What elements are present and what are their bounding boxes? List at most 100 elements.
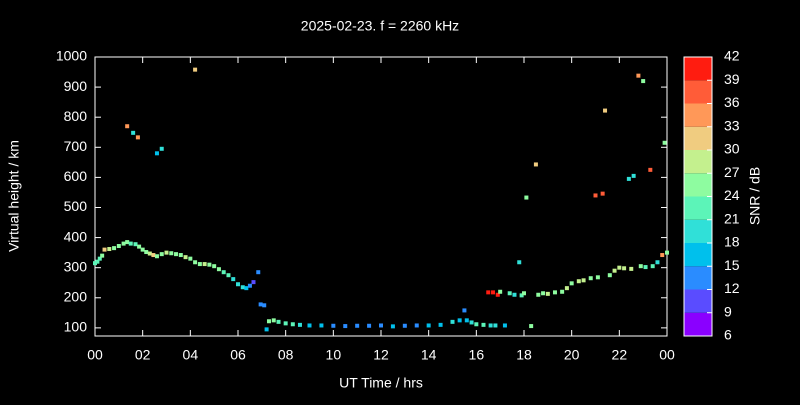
data-point: [638, 264, 643, 269]
data-point: [256, 270, 261, 275]
data-point: [469, 320, 474, 325]
colorbar-band: [684, 150, 712, 174]
colorbar-tick-label: 42: [724, 48, 740, 64]
data-point: [169, 251, 174, 256]
data-point: [144, 250, 149, 255]
colorbar-tick-label: 15: [724, 257, 740, 273]
data-point: [343, 324, 348, 329]
x-tick-label: 00: [659, 347, 675, 363]
data-point: [174, 252, 179, 257]
colorbar-band: [684, 80, 712, 104]
data-point: [297, 322, 302, 327]
colorbar-band: [684, 219, 712, 243]
data-point: [662, 140, 667, 145]
data-point: [193, 260, 198, 265]
data-point: [545, 291, 550, 296]
data-point: [593, 193, 598, 198]
data-point: [367, 323, 372, 328]
data-point: [665, 250, 669, 255]
colorbar-tick-label: 39: [724, 71, 740, 87]
data-point: [631, 173, 636, 178]
data-point: [307, 323, 312, 328]
x-tick-label: 00: [87, 347, 103, 363]
colorbar-band: [684, 266, 712, 290]
data-point: [493, 323, 498, 328]
x-tick-label: 06: [230, 347, 246, 363]
y-tick-label: 800: [64, 108, 88, 124]
data-point: [133, 242, 138, 247]
data-point: [600, 191, 605, 196]
y-tick-label: 600: [64, 168, 88, 184]
data-point: [529, 324, 534, 329]
data-point: [140, 247, 145, 252]
data-point: [251, 280, 256, 285]
data-point: [236, 282, 240, 287]
x-tick-label: 08: [278, 347, 294, 363]
data-point: [207, 262, 212, 267]
colorbar-label: SNR / dB: [747, 167, 763, 225]
data-point: [197, 262, 202, 267]
data-point: [131, 130, 136, 135]
x-tick-label: 16: [469, 347, 485, 363]
y-tick-label: 500: [64, 198, 88, 214]
y-tick-label: 200: [64, 288, 88, 304]
x-tick-label: 14: [421, 347, 437, 363]
colorbar-band: [684, 173, 712, 197]
data-point: [125, 124, 130, 129]
data-point: [244, 286, 249, 291]
data-point: [524, 195, 529, 200]
data-point: [629, 266, 634, 271]
data-point: [121, 241, 126, 246]
y-tick-label: 400: [64, 228, 88, 244]
data-point: [151, 253, 156, 258]
data-point: [276, 319, 281, 324]
data-point: [240, 285, 245, 290]
colorbar-tick-label: 6: [724, 327, 732, 343]
data-point: [93, 261, 97, 266]
data-point: [643, 265, 648, 270]
colorbar-tick-label: 9: [724, 303, 732, 319]
data-point: [648, 167, 653, 172]
data-point: [655, 260, 660, 265]
data-point: [178, 253, 183, 258]
data-point: [283, 321, 288, 326]
data-point: [135, 135, 140, 140]
data-point: [164, 250, 169, 255]
data-point: [231, 277, 236, 282]
data-point: [414, 323, 419, 328]
x-tick-label: 02: [135, 347, 151, 363]
data-point: [128, 241, 133, 246]
colorbar-tick-label: 27: [724, 164, 740, 180]
data-point: [495, 292, 500, 297]
data-point: [262, 303, 267, 308]
y-tick-label: 700: [64, 138, 88, 154]
data-point: [533, 162, 538, 167]
data-point: [266, 319, 271, 324]
data-point: [154, 254, 159, 259]
y-tick-label: 1000: [56, 48, 87, 64]
chart-title: 2025-02-23. f = 2260 kHz: [301, 18, 459, 34]
data-point: [438, 322, 443, 327]
data-point: [247, 283, 252, 288]
data-point: [569, 281, 574, 286]
data-point: [622, 266, 627, 271]
data-point: [512, 292, 517, 297]
x-axis-label: UT Time / hrs: [339, 375, 423, 391]
x-tick-label: 12: [373, 347, 389, 363]
y-tick-label: 300: [64, 258, 88, 274]
colorbar-tick-label: 12: [724, 280, 740, 296]
data-point: [564, 286, 569, 291]
data-point: [258, 302, 263, 307]
data-point: [290, 322, 295, 327]
data-point: [188, 256, 193, 261]
colorbar-band: [684, 312, 712, 336]
data-point: [355, 323, 360, 328]
colorbar-band: [684, 126, 712, 150]
data-point: [617, 265, 622, 270]
data-point: [588, 276, 593, 281]
data-point: [522, 291, 526, 296]
data-point: [541, 291, 546, 296]
data-point: [519, 293, 524, 298]
data-point: [464, 318, 469, 323]
y-axis-label: Virtual height / km: [6, 140, 22, 252]
